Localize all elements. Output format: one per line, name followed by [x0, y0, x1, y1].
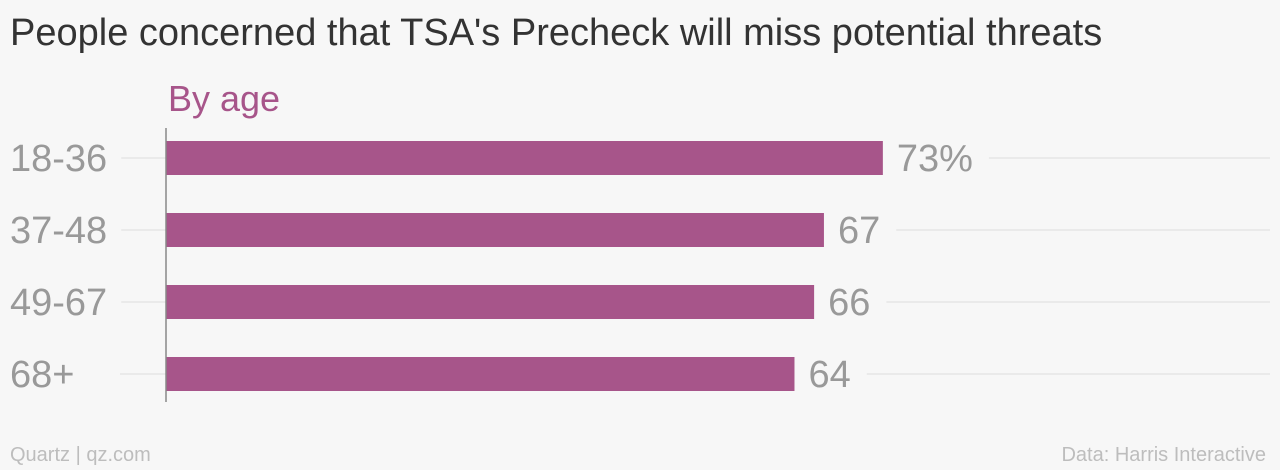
- value-label: 66: [828, 282, 870, 324]
- chart-title: People concerned that TSA's Precheck wil…: [10, 12, 1103, 54]
- bar-chart: 18-36 37-48 49-67 68+ 73% 67 66 64: [10, 128, 1270, 402]
- category-label: 18-36: [10, 138, 107, 180]
- value-label: 64: [808, 354, 850, 396]
- category-label: 49-67: [10, 282, 107, 324]
- chart-subtitle: By age: [168, 78, 281, 119]
- value-labels: 73% 67 66 64: [808, 138, 972, 396]
- gridlines: [120, 157, 1270, 375]
- bar-68+: [166, 357, 795, 391]
- value-label: 67: [838, 210, 880, 252]
- bar-18-36: [166, 141, 883, 175]
- footer-source: Data: Harris Interactive: [1061, 444, 1266, 466]
- category-label: 68+: [10, 354, 74, 396]
- bar-49-67: [166, 285, 815, 319]
- category-label: 37-48: [10, 210, 107, 252]
- bars: [166, 141, 883, 391]
- footer-credit: Quartz | qz.com: [10, 444, 151, 466]
- value-label: 73%: [897, 138, 973, 180]
- bar-37-48: [166, 213, 824, 247]
- category-labels: 18-36 37-48 49-67 68+: [10, 138, 107, 396]
